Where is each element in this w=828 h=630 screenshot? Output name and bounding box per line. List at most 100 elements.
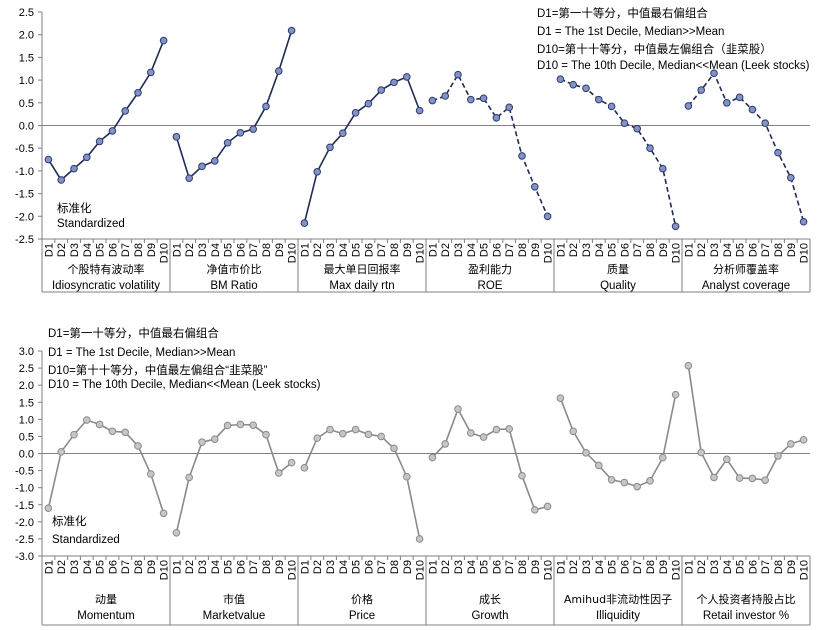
x-tick-label: D10 bbox=[799, 560, 811, 580]
data-point bbox=[531, 182, 539, 191]
x-tick-label: D7 bbox=[376, 560, 388, 574]
data-point bbox=[95, 420, 104, 429]
data-point bbox=[364, 430, 373, 439]
x-tick-label: D6 bbox=[747, 243, 759, 257]
data-point bbox=[620, 119, 629, 128]
x-tick-label: D9 bbox=[402, 243, 414, 257]
data-point bbox=[275, 469, 283, 477]
x-tick-label: D2 bbox=[696, 243, 708, 257]
data-point bbox=[467, 95, 475, 104]
x-tick-label: D3 bbox=[581, 560, 593, 574]
data-point bbox=[799, 217, 808, 226]
x-tick-label: D6 bbox=[619, 243, 631, 257]
data-point bbox=[569, 80, 578, 89]
data-point bbox=[249, 421, 257, 429]
x-tick-label: D1 bbox=[43, 560, 55, 574]
data-point bbox=[684, 361, 693, 370]
series-growth: D1 D2 D3 D4 D5 D6 D7 D8 D9 D10 成长 Growth bbox=[427, 405, 555, 622]
x-tick-label: D9 bbox=[146, 560, 158, 574]
data-point bbox=[787, 440, 795, 448]
category-label-zh: 质量 bbox=[607, 263, 629, 276]
x-tick-label: D8 bbox=[389, 243, 401, 257]
data-point bbox=[339, 129, 347, 138]
x-tick-label: D8 bbox=[261, 560, 273, 574]
data-point bbox=[454, 70, 462, 79]
x-tick-label: D7 bbox=[504, 560, 516, 574]
category-label-zh: 市值 bbox=[223, 592, 245, 606]
x-tick-label: D6 bbox=[747, 560, 759, 574]
x-tick-label: D3 bbox=[69, 560, 81, 574]
x-tick-label: D2 bbox=[184, 560, 196, 574]
data-point bbox=[198, 438, 206, 447]
series-line bbox=[303, 428, 421, 540]
data-point bbox=[121, 107, 129, 115]
x-tick-label: D1 bbox=[299, 243, 311, 257]
data-point bbox=[492, 113, 501, 122]
x-tick-label: D9 bbox=[658, 243, 670, 257]
x-tick-label: D10 bbox=[543, 560, 555, 580]
data-point bbox=[147, 470, 155, 478]
y-tick-label: 1.0 bbox=[19, 75, 34, 87]
y-tick-label: 3.0 bbox=[19, 346, 34, 358]
data-point bbox=[735, 93, 744, 102]
x-tick-label: D5 bbox=[95, 560, 107, 574]
x-tick-label: D10 bbox=[415, 243, 427, 263]
category-label-en: Quality bbox=[600, 280, 636, 292]
y-tick-label: -1.5 bbox=[15, 189, 34, 201]
data-point bbox=[326, 143, 334, 152]
x-tick-label: D6 bbox=[235, 560, 247, 574]
y-tick-label: 0.5 bbox=[19, 431, 34, 443]
category-label-zh: 成长 bbox=[479, 593, 501, 606]
data-point bbox=[569, 427, 578, 436]
data-point bbox=[633, 482, 642, 491]
data-point bbox=[518, 471, 526, 480]
x-tick-label: D1 bbox=[427, 560, 439, 574]
x-tick-label: D4 bbox=[466, 243, 478, 257]
series-line bbox=[687, 365, 804, 481]
x-tick-label: D6 bbox=[107, 560, 119, 574]
x-tick-label: D3 bbox=[453, 243, 465, 257]
legend-line: D10=第十十等分，中值最左偏组合（韭菜股） bbox=[537, 42, 772, 56]
category-label-en: Momentum bbox=[77, 610, 135, 622]
data-point bbox=[582, 84, 590, 93]
data-point bbox=[646, 477, 654, 485]
data-point bbox=[44, 504, 53, 512]
legend-line: D1=第一十等分，中值最右偏组合 bbox=[48, 326, 219, 340]
x-tick-label: D1 bbox=[427, 243, 439, 257]
y-tick-label: 2.0 bbox=[19, 380, 34, 392]
x-tick-label: D9 bbox=[274, 243, 286, 257]
data-point bbox=[748, 105, 757, 114]
data-point bbox=[275, 67, 283, 75]
x-tick-label: D6 bbox=[363, 560, 375, 574]
x-tick-label: D2 bbox=[440, 243, 452, 257]
y-tick-label: 0.5 bbox=[19, 98, 34, 110]
series-idiosyncratic-volatility: D1 D2 D3 D4 D5 D6 D7 D8 D9 D10 个股特有波动率 Idiosyncrati… bbox=[43, 36, 171, 292]
data-point bbox=[262, 430, 270, 439]
data-point bbox=[185, 473, 193, 482]
x-tick-label: D2 bbox=[440, 560, 452, 574]
data-point bbox=[159, 509, 168, 518]
data-point bbox=[300, 464, 309, 472]
y-tick-label: 1.5 bbox=[19, 52, 34, 64]
data-point bbox=[607, 102, 616, 111]
y-tick-label: -1.0 bbox=[15, 483, 34, 495]
series-roe: D1 D2 D3 D4 D5 D6 D7 D8 D9 D10 盈利能力 ROE bbox=[427, 70, 555, 292]
x-tick-label: D7 bbox=[632, 560, 644, 574]
y-tick-label: -0.5 bbox=[15, 466, 34, 478]
series-line bbox=[687, 71, 805, 222]
data-point bbox=[671, 390, 680, 399]
x-tick-label: D5 bbox=[479, 243, 491, 257]
x-tick-label: D4 bbox=[722, 560, 734, 574]
x-tick-label: D8 bbox=[645, 243, 657, 257]
bottom-panel: 3.0 2.5 2.0 1.5 1.0 0.5 0.0 -0.5 -1.0 -1.5 -2.0 -2.… bbox=[15, 326, 811, 626]
category-label-en: Analyst coverage bbox=[702, 280, 790, 292]
data-point bbox=[403, 73, 411, 81]
x-tick-label: D2 bbox=[56, 560, 68, 574]
data-point bbox=[147, 68, 155, 77]
y-tick-label: 0.0 bbox=[19, 121, 34, 133]
y-tick-label: -3.0 bbox=[15, 551, 34, 563]
category-label-en: ROE bbox=[478, 280, 503, 292]
x-tick-label: D5 bbox=[223, 243, 235, 257]
x-tick-label: D9 bbox=[786, 560, 798, 574]
